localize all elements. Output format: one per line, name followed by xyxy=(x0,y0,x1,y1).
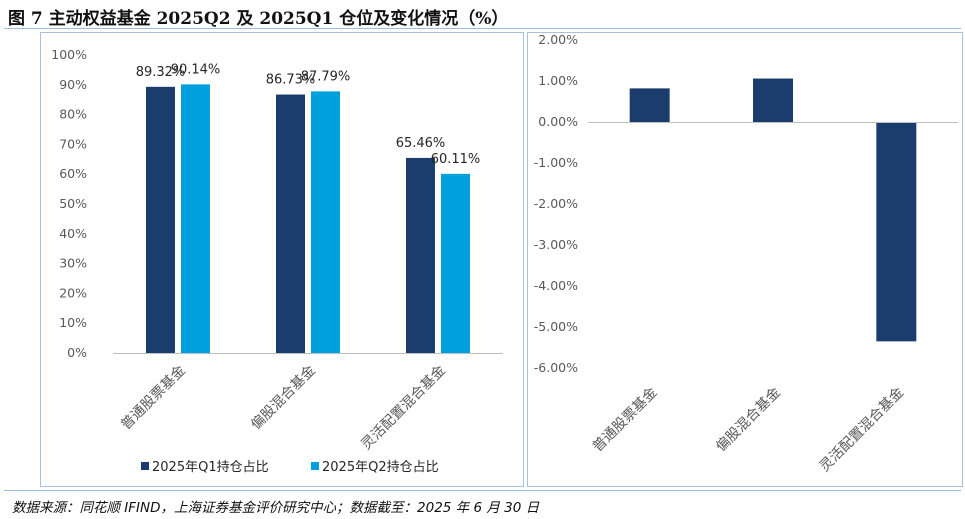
y-tick-label: -3.00% xyxy=(534,237,578,252)
y-tick-label: 2.00% xyxy=(538,33,578,47)
data-label: 89.32% xyxy=(136,65,186,80)
figure-title: 图 7 主动权益基金 2025Q2 及 2025Q1 仓位及变化情况（%） xyxy=(8,9,509,29)
position-chart-panel: 0% 10% 20% 30% 40% 50% 60% 70% 80% 90% 100% 89.32% 9… xyxy=(40,32,524,487)
x-category-label: 灵活配置混合基金 xyxy=(816,384,907,475)
title-rule xyxy=(4,28,961,29)
source-note: 数据来源：同花顺 IFIND，上海证券基金评价研究中心；数据截至：2025 年 … xyxy=(12,500,540,516)
bar-q1 xyxy=(276,94,305,353)
y-tick-label: 0% xyxy=(67,345,87,360)
y-tick-label: 50% xyxy=(59,196,87,211)
data-label: 90.14% xyxy=(171,62,221,77)
bar-change xyxy=(876,122,917,342)
y-tick-label: 0.00% xyxy=(538,114,578,129)
y-tick-label: 10% xyxy=(59,315,87,330)
source-rule xyxy=(4,490,961,491)
y-tick-label: -1.00% xyxy=(534,155,578,170)
data-label: 60.11% xyxy=(431,152,481,167)
y-tick-label: -6.00% xyxy=(534,360,578,375)
y-tick-label: -2.00% xyxy=(534,196,578,211)
x-category-label: 偏股混合基金 xyxy=(247,362,318,433)
bar-q2 xyxy=(441,173,470,353)
y-tick-label: 30% xyxy=(59,256,87,271)
y-tick-label: 20% xyxy=(59,285,87,300)
y-tick-label: -5.00% xyxy=(534,319,578,334)
y-tick-label: 70% xyxy=(59,136,87,151)
x-category-label: 偏股混合基金 xyxy=(712,384,783,455)
y-tick-label: 1.00% xyxy=(538,73,578,88)
position-bar-chart: 0% 10% 20% 30% 40% 50% 60% 70% 80% 90% 100% 89.32%9… xyxy=(51,47,503,475)
y-tick-label: -4.00% xyxy=(534,278,578,293)
data-label: 86.73% xyxy=(266,73,316,88)
y-tick-label: 40% xyxy=(59,226,87,241)
change-bar-chart: 2.00% 1.00% 0.00% -1.00% -2.00% -3.00% -4.00% -… xyxy=(534,32,958,475)
y-tick-label: 100% xyxy=(51,47,87,62)
legend-label: 2025年Q1持仓占比 xyxy=(152,460,269,475)
legend-swatch-q2 xyxy=(311,462,319,470)
bar-q2 xyxy=(181,84,210,353)
bar-q1 xyxy=(146,86,175,353)
data-label: 65.46% xyxy=(396,136,446,151)
x-category-label: 普通股票基金 xyxy=(117,362,188,433)
bar-q2 xyxy=(311,91,340,353)
data-label: 87.79% xyxy=(301,69,351,84)
x-category-label: 普通股票基金 xyxy=(589,384,660,455)
x-category-label: 灵活配置混合基金 xyxy=(358,362,449,453)
bar-q1 xyxy=(406,157,435,353)
legend-swatch-q1 xyxy=(141,462,149,470)
y-tick-label: 90% xyxy=(59,77,87,92)
bar-change xyxy=(753,78,793,122)
change-chart-panel: 2.00% 1.00% 0.00% -1.00% -2.00% -3.00% -4.00% -… xyxy=(527,32,963,487)
bar-change xyxy=(629,88,670,122)
y-tick-label: 60% xyxy=(59,166,87,181)
legend-label: 2025年Q2持仓占比 xyxy=(322,460,439,475)
y-tick-label: 80% xyxy=(59,107,87,122)
